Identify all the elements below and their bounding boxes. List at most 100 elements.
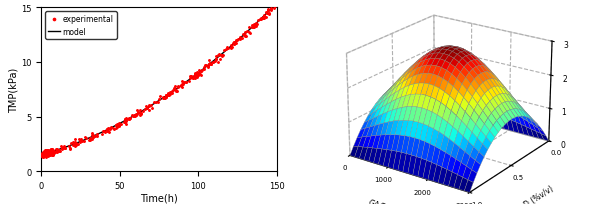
experimental — [206, 63, 215, 66]
experimental — [264, 12, 274, 15]
experimental — [38, 154, 47, 157]
experimental — [130, 115, 139, 118]
experimental — [52, 148, 62, 151]
experimental — [52, 150, 62, 154]
experimental — [259, 17, 269, 20]
experimental — [193, 74, 203, 78]
experimental — [39, 153, 48, 156]
experimental — [194, 69, 203, 72]
experimental — [214, 54, 223, 57]
experimental — [43, 154, 52, 157]
experimental — [196, 70, 206, 73]
experimental — [192, 75, 201, 79]
experimental — [165, 93, 174, 96]
experimental — [45, 151, 54, 155]
experimental — [135, 114, 145, 117]
experimental — [201, 64, 211, 67]
experimental — [135, 112, 144, 115]
experimental — [176, 84, 186, 87]
model — [150, 103, 157, 106]
experimental — [267, 7, 276, 10]
experimental — [178, 83, 187, 86]
experimental — [38, 155, 48, 159]
experimental — [47, 149, 56, 153]
experimental — [49, 151, 58, 155]
experimental — [168, 92, 177, 95]
experimental — [266, 8, 276, 12]
experimental — [47, 152, 56, 155]
experimental — [162, 94, 171, 97]
experimental — [85, 139, 95, 142]
experimental — [245, 26, 254, 29]
experimental — [249, 23, 259, 26]
experimental — [41, 152, 50, 155]
experimental — [92, 134, 102, 138]
experimental — [147, 106, 157, 110]
experimental — [43, 150, 52, 153]
experimental — [124, 116, 134, 120]
experimental — [164, 93, 174, 96]
experimental — [252, 25, 261, 28]
experimental — [227, 44, 236, 48]
experimental — [211, 58, 220, 61]
experimental — [71, 145, 80, 148]
experimental — [219, 49, 229, 52]
experimental — [38, 154, 47, 158]
experimental — [206, 63, 216, 67]
model — [273, 3, 280, 5]
experimental — [81, 137, 91, 140]
experimental — [46, 150, 55, 153]
experimental — [253, 23, 262, 27]
experimental — [45, 149, 55, 152]
experimental — [39, 154, 48, 157]
experimental — [41, 153, 51, 157]
experimental — [88, 134, 97, 137]
experimental — [193, 72, 202, 76]
experimental — [130, 115, 140, 118]
experimental — [258, 17, 267, 20]
experimental — [38, 154, 47, 157]
experimental — [170, 88, 180, 91]
experimental — [41, 152, 51, 155]
experimental — [204, 63, 214, 67]
experimental — [43, 153, 52, 156]
experimental — [229, 43, 239, 47]
experimental — [193, 74, 203, 78]
experimental — [203, 66, 213, 69]
experimental — [120, 118, 130, 121]
experimental — [161, 94, 170, 97]
experimental — [103, 130, 112, 133]
experimental — [37, 155, 47, 158]
experimental — [46, 152, 55, 155]
experimental — [171, 90, 181, 93]
experimental — [165, 94, 174, 97]
experimental — [191, 75, 201, 79]
experimental — [71, 142, 80, 145]
model — [178, 85, 185, 87]
experimental — [123, 117, 132, 121]
experimental — [191, 75, 200, 78]
experimental — [115, 123, 124, 127]
experimental — [250, 24, 260, 27]
experimental — [170, 87, 179, 90]
experimental — [47, 151, 57, 154]
experimental — [209, 61, 218, 64]
experimental — [53, 150, 62, 153]
experimental — [40, 153, 49, 156]
experimental — [178, 83, 187, 86]
experimental — [185, 78, 194, 81]
experimental — [218, 54, 227, 57]
experimental — [142, 106, 151, 110]
experimental — [155, 98, 164, 101]
experimental — [105, 126, 114, 130]
experimental — [72, 143, 81, 146]
experimental — [171, 89, 181, 92]
experimental — [39, 152, 48, 155]
experimental — [163, 93, 173, 96]
experimental — [40, 151, 49, 155]
experimental — [135, 109, 145, 112]
experimental — [204, 59, 214, 62]
experimental — [196, 73, 205, 76]
experimental — [68, 144, 78, 147]
experimental — [196, 70, 206, 74]
